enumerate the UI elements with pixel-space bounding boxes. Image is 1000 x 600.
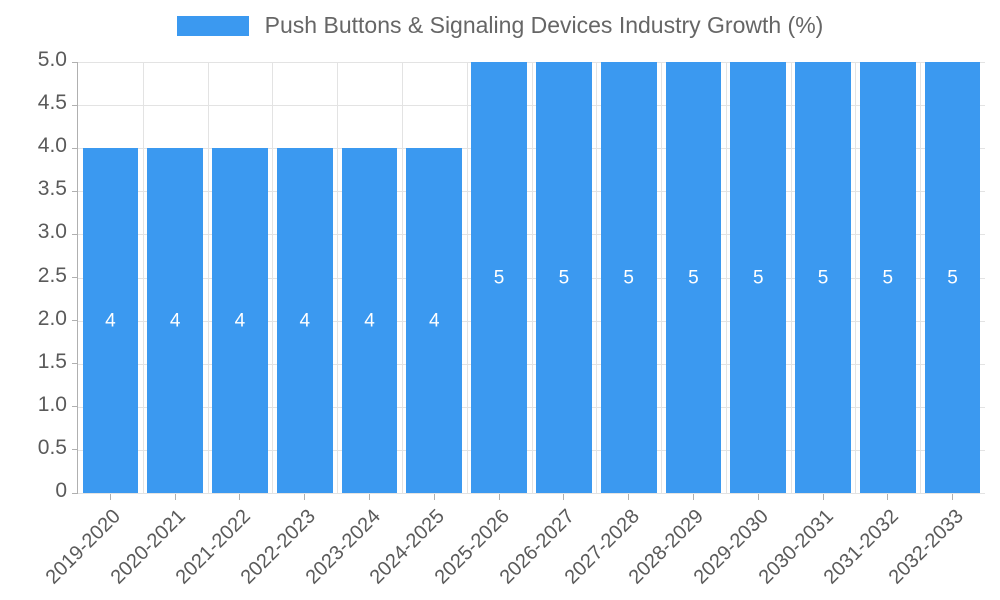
y-axis-tick-mark xyxy=(72,277,78,278)
bar-value-label: 4 xyxy=(105,310,116,332)
bar[interactable]: 4 xyxy=(212,148,268,493)
x-axis-tick-mark xyxy=(757,494,759,500)
y-axis-tick-label: 0 xyxy=(55,479,67,502)
bar[interactable]: 5 xyxy=(665,62,722,493)
y-axis-tick-mark xyxy=(72,104,78,106)
bar[interactable]: 4 xyxy=(341,148,398,493)
bar[interactable]: 5 xyxy=(730,62,787,493)
y-axis-tick-label: 2.0 xyxy=(37,306,67,330)
bar-value-label: 4 xyxy=(169,310,181,332)
x-axis-tick-mark xyxy=(498,494,500,500)
bar-value-label: 4 xyxy=(429,310,440,332)
x-axis-tick-mark xyxy=(433,494,435,500)
x-axis-tick-mark xyxy=(174,494,176,500)
y-axis-tick-mark xyxy=(72,233,78,235)
bar[interactable]: 4 xyxy=(406,148,463,493)
x-axis-tick-mark xyxy=(239,494,241,500)
y-axis-tick-label: 5.0 xyxy=(37,48,67,71)
legend-label: Push Buttons & Signaling Devices Industr… xyxy=(264,12,824,38)
bar-value-label: 4 xyxy=(299,310,311,332)
x-axis-ticks: 2019-2020 2020-2021 2021-2022 2022-2023 2023… xyxy=(42,494,985,600)
y-axis-tick-mark xyxy=(72,363,78,365)
bar-value-label: 5 xyxy=(817,267,829,288)
bar[interactable]: 4 xyxy=(82,148,139,493)
bar-value-label: 5 xyxy=(558,267,570,288)
bar[interactable]: 5 xyxy=(471,62,527,493)
x-axis-tick-mark xyxy=(628,494,630,500)
legend-color-swatch xyxy=(176,15,249,36)
bar-value-label: 5 xyxy=(882,267,894,288)
y-axis-tick-mark xyxy=(72,449,78,451)
y-axis-tick-mark xyxy=(72,147,78,149)
y-axis-tick-mark xyxy=(72,190,78,192)
plot-area: 4 4 4 4 4 4 5 5 5 5 5 5 5 5 xyxy=(78,62,985,494)
bar-series: 4 4 4 4 4 4 5 5 5 5 5 5 5 5 xyxy=(78,62,985,493)
y-axis-spine xyxy=(77,62,78,494)
x-axis-tick-mark xyxy=(952,494,954,500)
bar-value-label: 4 xyxy=(234,310,246,332)
bar[interactable]: 5 xyxy=(924,62,981,493)
y-axis-tick-mark xyxy=(72,61,78,63)
y-axis-tick-label: 2.5 xyxy=(37,263,67,287)
bar-value-label: 5 xyxy=(752,267,764,288)
y-axis-tick-mark xyxy=(72,492,78,494)
bar[interactable]: 4 xyxy=(147,148,204,493)
x-axis-tick-mark xyxy=(822,494,824,500)
bar[interactable]: 5 xyxy=(536,62,592,493)
x-axis-tick-mark xyxy=(887,494,889,500)
y-axis-tick-label: 1.5 xyxy=(37,349,67,373)
bar[interactable]: 5 xyxy=(859,62,916,493)
y-axis-tick-label: 4.0 xyxy=(37,134,67,158)
y-axis-tick-label: 1.0 xyxy=(37,392,67,416)
bar-value-label: 4 xyxy=(364,310,375,332)
y-axis-tick-mark xyxy=(72,406,78,408)
x-axis-tick-mark xyxy=(563,494,565,500)
bar[interactable]: 4 xyxy=(276,148,333,493)
y-axis-tick-label: 3.5 xyxy=(37,177,67,201)
bar-value-label: 5 xyxy=(688,267,699,288)
x-axis-tick-mark xyxy=(109,494,111,500)
x-axis-tick-mark xyxy=(369,494,371,500)
chart-legend: Push Buttons & Signaling Devices Industr… xyxy=(0,14,1000,37)
bar-value-label: 5 xyxy=(493,267,505,288)
x-axis-tick-mark xyxy=(692,494,694,500)
x-axis-tick-mark xyxy=(304,494,306,500)
bar[interactable]: 5 xyxy=(600,62,657,493)
y-axis-tick-mark xyxy=(72,320,78,322)
bar-value-label: 5 xyxy=(947,267,958,288)
y-axis-tick-label: 3.0 xyxy=(37,220,67,244)
y-axis-tick-label: 4.5 xyxy=(37,91,67,115)
bar[interactable]: 5 xyxy=(795,62,851,493)
y-axis-ticks: 0 0.5 1.0 1.5 2.0 2.5 3.0 3.5 4.0 4.5 5.0 xyxy=(0,0,78,600)
bar-value-label: 5 xyxy=(623,267,634,288)
y-axis-tick-label: 0.5 xyxy=(37,435,67,459)
